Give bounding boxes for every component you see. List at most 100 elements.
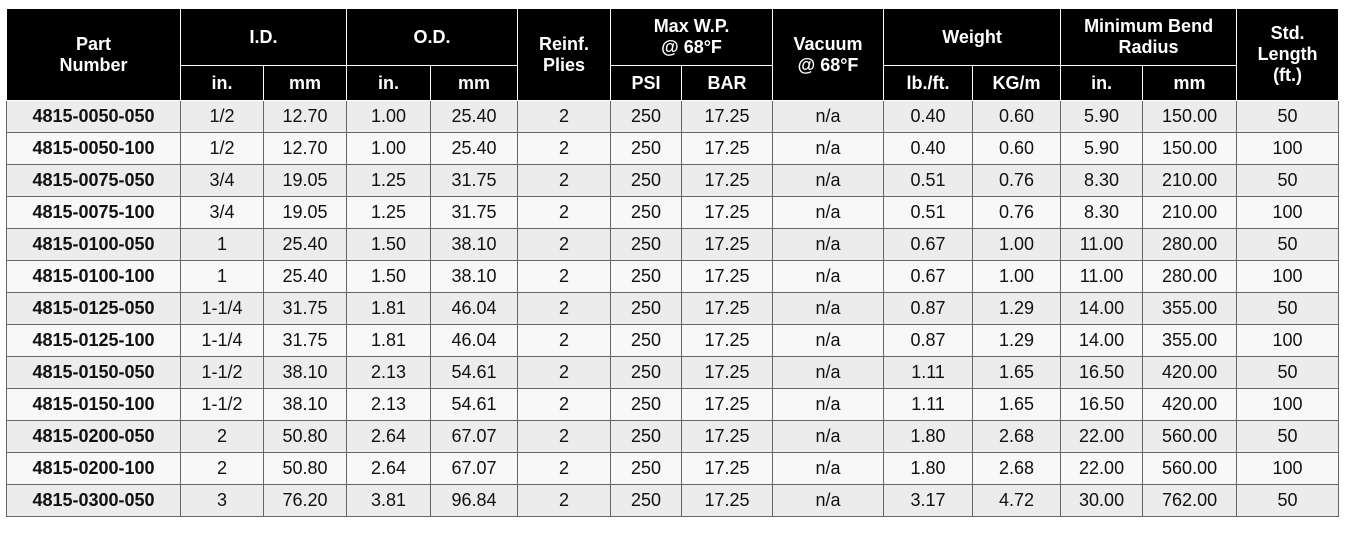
cell: 0.51 (883, 196, 974, 229)
cell: 1-1/4 (180, 324, 264, 357)
cell: 1.81 (346, 324, 432, 357)
cell: 30.00 (1060, 484, 1144, 517)
part-number: 4815-0200-050 (6, 420, 181, 453)
cell: 5.90 (1060, 132, 1144, 165)
header-text: Radius (1118, 37, 1179, 57)
cell: 250 (610, 484, 683, 517)
cell: 560.00 (1142, 420, 1238, 453)
cell: 1.00 (346, 100, 432, 133)
cell: 2 (517, 132, 612, 165)
cell: 0.76 (972, 164, 1062, 197)
cell: 100 (1236, 132, 1340, 165)
cell: 420.00 (1142, 356, 1238, 389)
cell: 3 (180, 484, 264, 517)
cell: 2.64 (346, 420, 432, 453)
cell: 2.68 (972, 420, 1062, 453)
cell: 0.87 (883, 292, 974, 325)
cell: 2 (517, 388, 612, 421)
cell: 150.00 (1142, 132, 1238, 165)
cell: 1 (180, 260, 264, 293)
cell: 100 (1236, 196, 1340, 229)
cell: 19.05 (262, 164, 348, 197)
cell: 1.81 (346, 292, 432, 325)
cell: 17.25 (681, 100, 774, 133)
cell: 11.00 (1060, 260, 1144, 293)
row: 4815-0050-050 1/2 12.70 1.00 25.40 2 250 17.25 n… (6, 100, 1340, 133)
cell: 0.60 (972, 100, 1062, 133)
cell: 50 (1236, 164, 1340, 197)
header-cell: Std. Length (ft.) (1236, 8, 1340, 101)
subheader-cell: lb./ft. (883, 65, 974, 101)
cell: 2 (517, 196, 612, 229)
cell: 16.50 (1060, 388, 1144, 421)
header-cell: Minimum Bend Radius (1060, 8, 1238, 66)
cell: 31.75 (262, 324, 348, 357)
header-text: I.D. (249, 26, 278, 47)
row: 4815-0100-050 1 25.40 1.50 38.10 2 250 17.25 n/a… (6, 228, 1340, 261)
cell: 2 (517, 324, 612, 357)
cell: 54.61 (430, 356, 519, 389)
cell: 25.40 (430, 100, 519, 133)
cell: 17.25 (681, 324, 774, 357)
part-number: 4815-0125-100 (6, 324, 181, 357)
cell: 46.04 (430, 324, 519, 357)
cell: 100 (1236, 388, 1340, 421)
cell: 25.40 (262, 228, 348, 261)
cell: 250 (610, 452, 683, 485)
cell: 50 (1236, 484, 1340, 517)
part-number: 4815-0050-050 (6, 100, 181, 133)
header-cell: Vacuum @ 68°F (772, 8, 885, 101)
row: 4815-0300-050 3 76.20 3.81 96.84 2 250 17.25 n/a… (6, 484, 1340, 517)
header-text: (ft.) (1273, 65, 1303, 85)
header-text: Minimum Bend (1084, 16, 1214, 36)
cell: 0.76 (972, 196, 1062, 229)
header-text: Std. (1270, 23, 1305, 43)
cell: 2 (180, 452, 264, 485)
cell: 50.80 (262, 452, 348, 485)
cell: 210.00 (1142, 196, 1238, 229)
cell: 50 (1236, 420, 1340, 453)
part-number: 4815-0150-100 (6, 388, 181, 421)
cell: 100 (1236, 324, 1340, 357)
cell: 250 (610, 292, 683, 325)
row: 4815-0075-050 3/4 19.05 1.25 31.75 2 250 17.25 n… (6, 164, 1340, 197)
cell: 1.65 (972, 388, 1062, 421)
cell: 250 (610, 132, 683, 165)
cell: 38.10 (430, 260, 519, 293)
subheader-cell: in. (346, 65, 432, 101)
cell: 50 (1236, 100, 1340, 133)
part-number: 4815-0125-050 (6, 292, 181, 325)
cell: 355.00 (1142, 324, 1238, 357)
cell: 420.00 (1142, 388, 1238, 421)
cell: 17.25 (681, 420, 774, 453)
cell: 1-1/4 (180, 292, 264, 325)
cell: 2 (180, 420, 264, 453)
cell: n/a (772, 100, 885, 133)
cell: 250 (610, 260, 683, 293)
cell: 67.07 (430, 420, 519, 453)
cell: 355.00 (1142, 292, 1238, 325)
cell: 1.00 (972, 228, 1062, 261)
cell: 50 (1236, 228, 1340, 261)
part-number: 4815-0300-050 (6, 484, 181, 517)
cell: 5.90 (1060, 100, 1144, 133)
part-number: 4815-0100-100 (6, 260, 181, 293)
cell: 0.67 (883, 260, 974, 293)
cell: 0.40 (883, 100, 974, 133)
cell: n/a (772, 420, 885, 453)
cell: 31.75 (262, 292, 348, 325)
header-text: Number (59, 54, 128, 75)
cell: 0.60 (972, 132, 1062, 165)
cell: 2.13 (346, 388, 432, 421)
header-text: O.D. (413, 26, 451, 47)
cell: 16.50 (1060, 356, 1144, 389)
cell: 1/2 (180, 132, 264, 165)
header-text: Weight (942, 26, 1002, 47)
cell: n/a (772, 228, 885, 261)
header-text: Part (75, 33, 111, 54)
cell: 1-1/2 (180, 388, 264, 421)
cell: 8.30 (1060, 164, 1144, 197)
row: 4815-0075-100 3/4 19.05 1.25 31.75 2 250 17.25 n… (6, 196, 1340, 229)
cell: 17.25 (681, 228, 774, 261)
